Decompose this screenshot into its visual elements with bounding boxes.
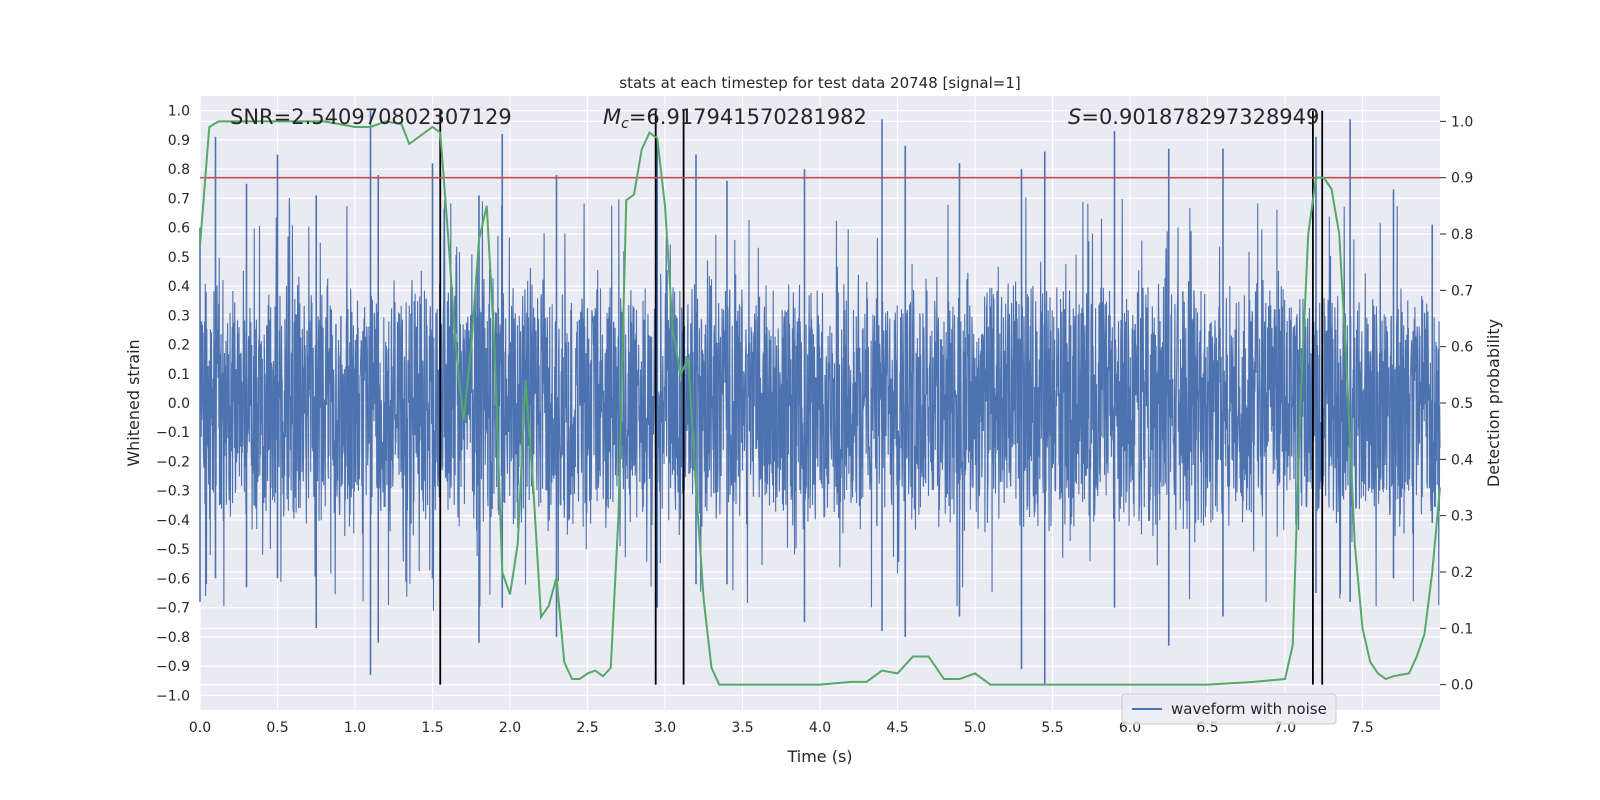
y-tick-label: −1.0: [156, 688, 190, 704]
y-tick-label: −0.2: [156, 454, 190, 470]
y2-tick-label: 0.3: [1451, 509, 1473, 525]
y-tick-label: 0.3: [168, 308, 190, 324]
s-annotation: S=0.901878297328949: [1068, 105, 1319, 129]
x-tick-label: 7.5: [1351, 720, 1373, 736]
y-tick-label: 0.5: [168, 250, 190, 266]
x-axis-label: Time (s): [786, 747, 852, 766]
s-symbol: S: [1068, 105, 1081, 129]
waveform-series: [199, 110, 1441, 684]
y-tick-label: 1.0: [168, 104, 190, 120]
x-tick-label: 5.5: [1041, 720, 1063, 736]
y2-tick-label: 0.0: [1451, 678, 1473, 694]
legend: waveform with noise: [1121, 693, 1337, 725]
x-tick-label: 4.0: [809, 720, 831, 736]
x-tick-label: 1.5: [421, 720, 443, 736]
y2-tick-label: 0.5: [1451, 396, 1473, 412]
y2-tick-label: 1.0: [1451, 114, 1473, 130]
y2-tick-label: 0.2: [1451, 565, 1473, 581]
x-tick-label: 1.0: [344, 720, 366, 736]
y-tick-label: 0.4: [168, 279, 190, 295]
y-tick-label: 0.9: [168, 133, 190, 149]
probability-series: [199, 120, 1441, 686]
y-tick-label: −0.7: [156, 601, 190, 617]
snr-annotation: SNR=2.540970802307129: [230, 105, 512, 129]
y-tick-labels: 1.0 0.9 0.8 0.7 0.6 0.5 0.4 0.3 0.2 0.1 0.0 −0.1 −0.…: [156, 104, 190, 705]
y2-axis-label: Detection probability: [1484, 319, 1503, 487]
y-tick-label: −0.9: [156, 659, 190, 675]
x-tick-label: 0.0: [189, 720, 211, 736]
x-tick-label: 2.0: [499, 720, 521, 736]
y-tick-label: −0.4: [156, 513, 190, 529]
legend-box: [1121, 693, 1337, 725]
y2-tick-label: 0.7: [1451, 283, 1473, 299]
x-tick-label: 3.5: [731, 720, 753, 736]
waveform-line: [199, 197, 1441, 611]
probability-line: [199, 120, 1441, 686]
mc-subscript: c: [621, 116, 629, 132]
y2-tick-labels: 1.0 0.9 0.8 0.7 0.6 0.5 0.4 0.3 0.2 0.1 0.0: [1440, 114, 1473, 694]
legend-entry: waveform with noise: [1171, 700, 1327, 718]
x-tick-label: 5.0: [964, 720, 986, 736]
y2-tick-label: 0.4: [1451, 452, 1473, 468]
s-value: =0.901878297328949: [1081, 105, 1319, 129]
chirp-mass-annotation: Mc=6.917941570281982: [603, 105, 867, 132]
y2-tick-label: 0.9: [1451, 171, 1473, 187]
y-tick-label: −0.6: [156, 571, 190, 587]
chart-title: stats at each timestep for test data 207…: [619, 74, 1020, 92]
y-tick-label: 0.7: [168, 191, 190, 207]
y-tick-label: 0.8: [168, 162, 190, 178]
x-tick-labels: 0.0 0.5 1.0 1.5 2.0 2.5 3.0 3.5 4.0 4.5 5.0 5.5 6.0 6…: [189, 720, 1374, 736]
x-tick-label: 2.5: [576, 720, 598, 736]
mc-symbol: M: [603, 105, 621, 129]
y-tick-label: 0.0: [168, 396, 190, 412]
y-tick-label: 0.6: [168, 221, 190, 237]
y-tick-label: −0.3: [156, 484, 190, 500]
x-tick-label: 4.5: [886, 720, 908, 736]
y-tick-label: −0.5: [156, 542, 190, 558]
y-tick-label: −0.1: [156, 425, 190, 441]
y-tick-label: −0.8: [156, 630, 190, 646]
y2-tick-label: 0.6: [1451, 340, 1473, 356]
y2-tick-label: 0.1: [1451, 621, 1473, 637]
mc-value: =6.917941570281982: [629, 105, 867, 129]
y-tick-label: 0.2: [168, 338, 190, 354]
y-axis-label: Whitened strain: [124, 339, 143, 466]
x-tick-label: 3.0: [654, 720, 676, 736]
y-tick-label: 0.1: [168, 367, 190, 383]
y2-tick-label: 0.8: [1451, 227, 1473, 243]
x-tick-label: 0.5: [266, 720, 288, 736]
